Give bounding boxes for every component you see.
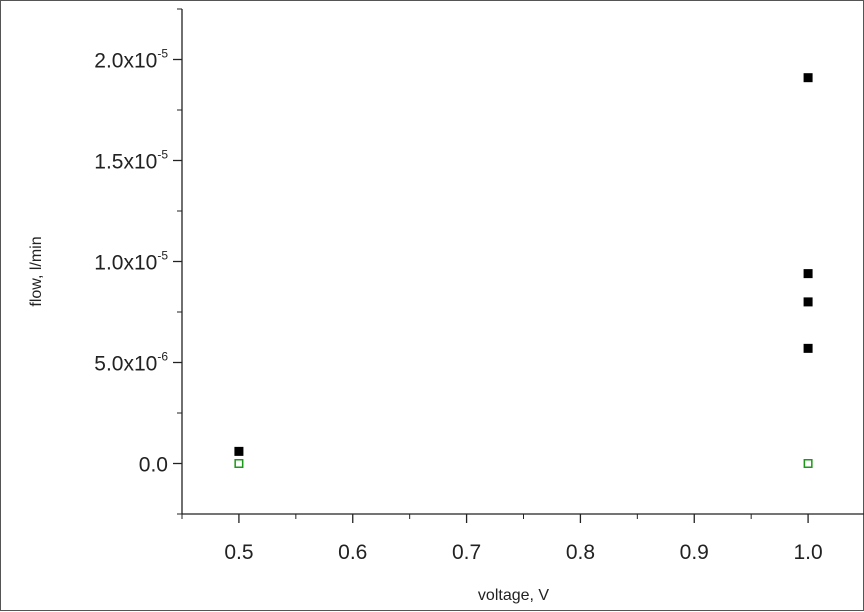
- x-tick-label: 0.7: [452, 541, 481, 564]
- y-tick-label: 2.0x10-5: [94, 47, 168, 73]
- data-points: [234, 73, 813, 468]
- x-tick-label: 0.9: [680, 541, 709, 564]
- y-tick-label: 0.0: [139, 454, 168, 477]
- data-point-open: [803, 459, 813, 468]
- x-tick-label: 0.6: [338, 541, 367, 564]
- y-tick-label: 1.0x10-5: [94, 249, 168, 275]
- y-tick-label: 1.5x10-5: [94, 148, 168, 174]
- x-axis-title: voltage, V: [478, 587, 549, 604]
- data-point-filled: [234, 446, 244, 456]
- data-point-filled: [803, 297, 813, 307]
- data-point-filled: [803, 73, 813, 83]
- y-axis-title: flow, l/min: [28, 236, 45, 306]
- data-point-filled: [803, 343, 813, 353]
- data-point-filled: [803, 269, 813, 279]
- x-tick-label: 0.8: [566, 541, 595, 564]
- axes: [181, 9, 864, 515]
- data-point-open: [234, 459, 244, 468]
- ticks: 0.5 0.6 0.7 0.8 0.9 1.0 0.0 5.0x10-6 1.0x10-5 1.5…: [94, 8, 823, 564]
- y-tick-label: 5.0x10-6: [94, 350, 168, 376]
- x-tick-label: 1.0: [793, 541, 822, 564]
- x-tick-label: 0.5: [224, 541, 253, 564]
